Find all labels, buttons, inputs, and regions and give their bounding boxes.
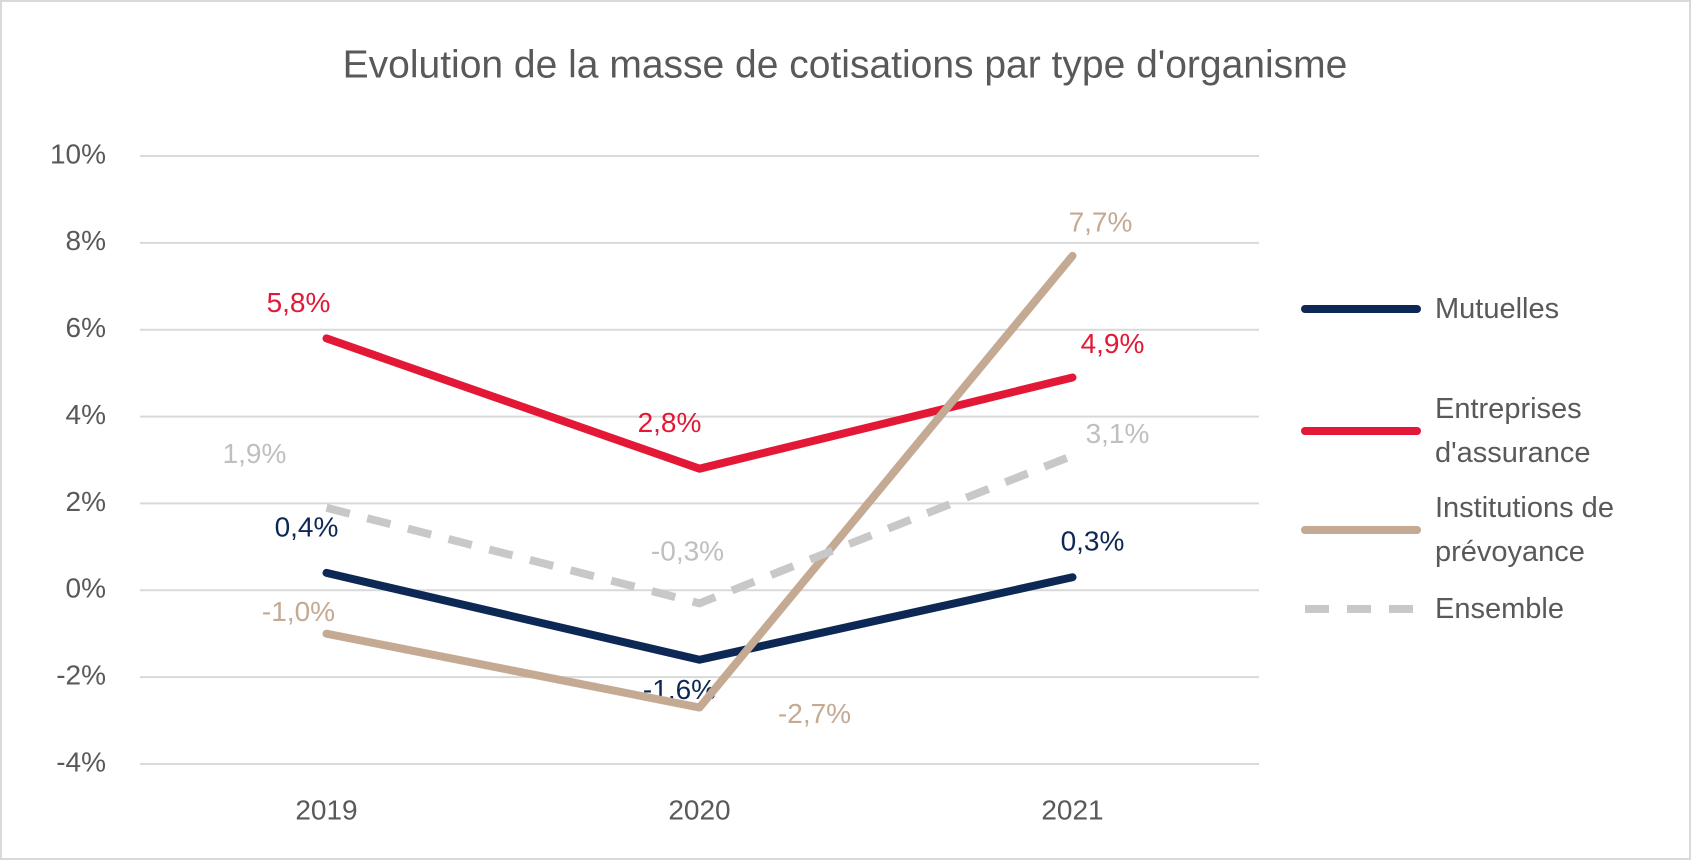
x-tick-label: 2021 [1041,794,1103,825]
data-label: -1,0% [262,596,335,627]
y-tick-label: 2% [66,486,106,517]
y-tick-label: 8% [66,225,106,256]
y-tick-label: 10% [50,138,106,169]
legend-item: Entreprises d'assurance [1301,387,1650,475]
legend-label: Institutions de prévoyance [1435,492,1614,568]
line-series [322,251,1077,712]
legend-label: Mutuelles [1435,293,1560,325]
data-label: 5,8% [267,287,331,318]
y-tick-label: 6% [66,312,106,343]
chart-title: Evolution de la masse de cotisations par… [343,43,1348,86]
legend-swatch [1301,305,1421,313]
line-series [325,451,1074,608]
y-tick-label: 4% [66,399,106,430]
y-tick-label: 0% [66,573,106,604]
legend-swatch [1301,526,1421,534]
data-label: 1,9% [223,438,287,469]
legend-swatch [1305,605,1417,613]
data-label: 0,4% [275,511,339,542]
legend-item: Ensemble [1301,587,1650,631]
data-label: 4,9% [1081,328,1145,359]
line-series [322,568,1077,664]
data-label: 3,1% [1086,418,1150,449]
x-tick-label: 2019 [295,794,357,825]
legend-item: Institutions de prévoyance [1301,486,1650,574]
data-label: 2,8% [638,407,702,438]
data-label: 7,7% [1069,206,1133,237]
data-label: 0,3% [1061,526,1125,557]
legend-label: Ensemble [1435,593,1564,625]
y-tick-label: -4% [56,746,106,777]
legend-label: Entreprises d'assurance [1435,393,1591,469]
data-label: -2,7% [778,698,851,729]
data-label: -0,3% [651,536,724,567]
x-tick-label: 2020 [668,794,730,825]
y-tick-label: -2% [56,660,106,691]
legend-item: Mutuelles [1301,287,1650,331]
legend-swatch [1301,427,1421,435]
